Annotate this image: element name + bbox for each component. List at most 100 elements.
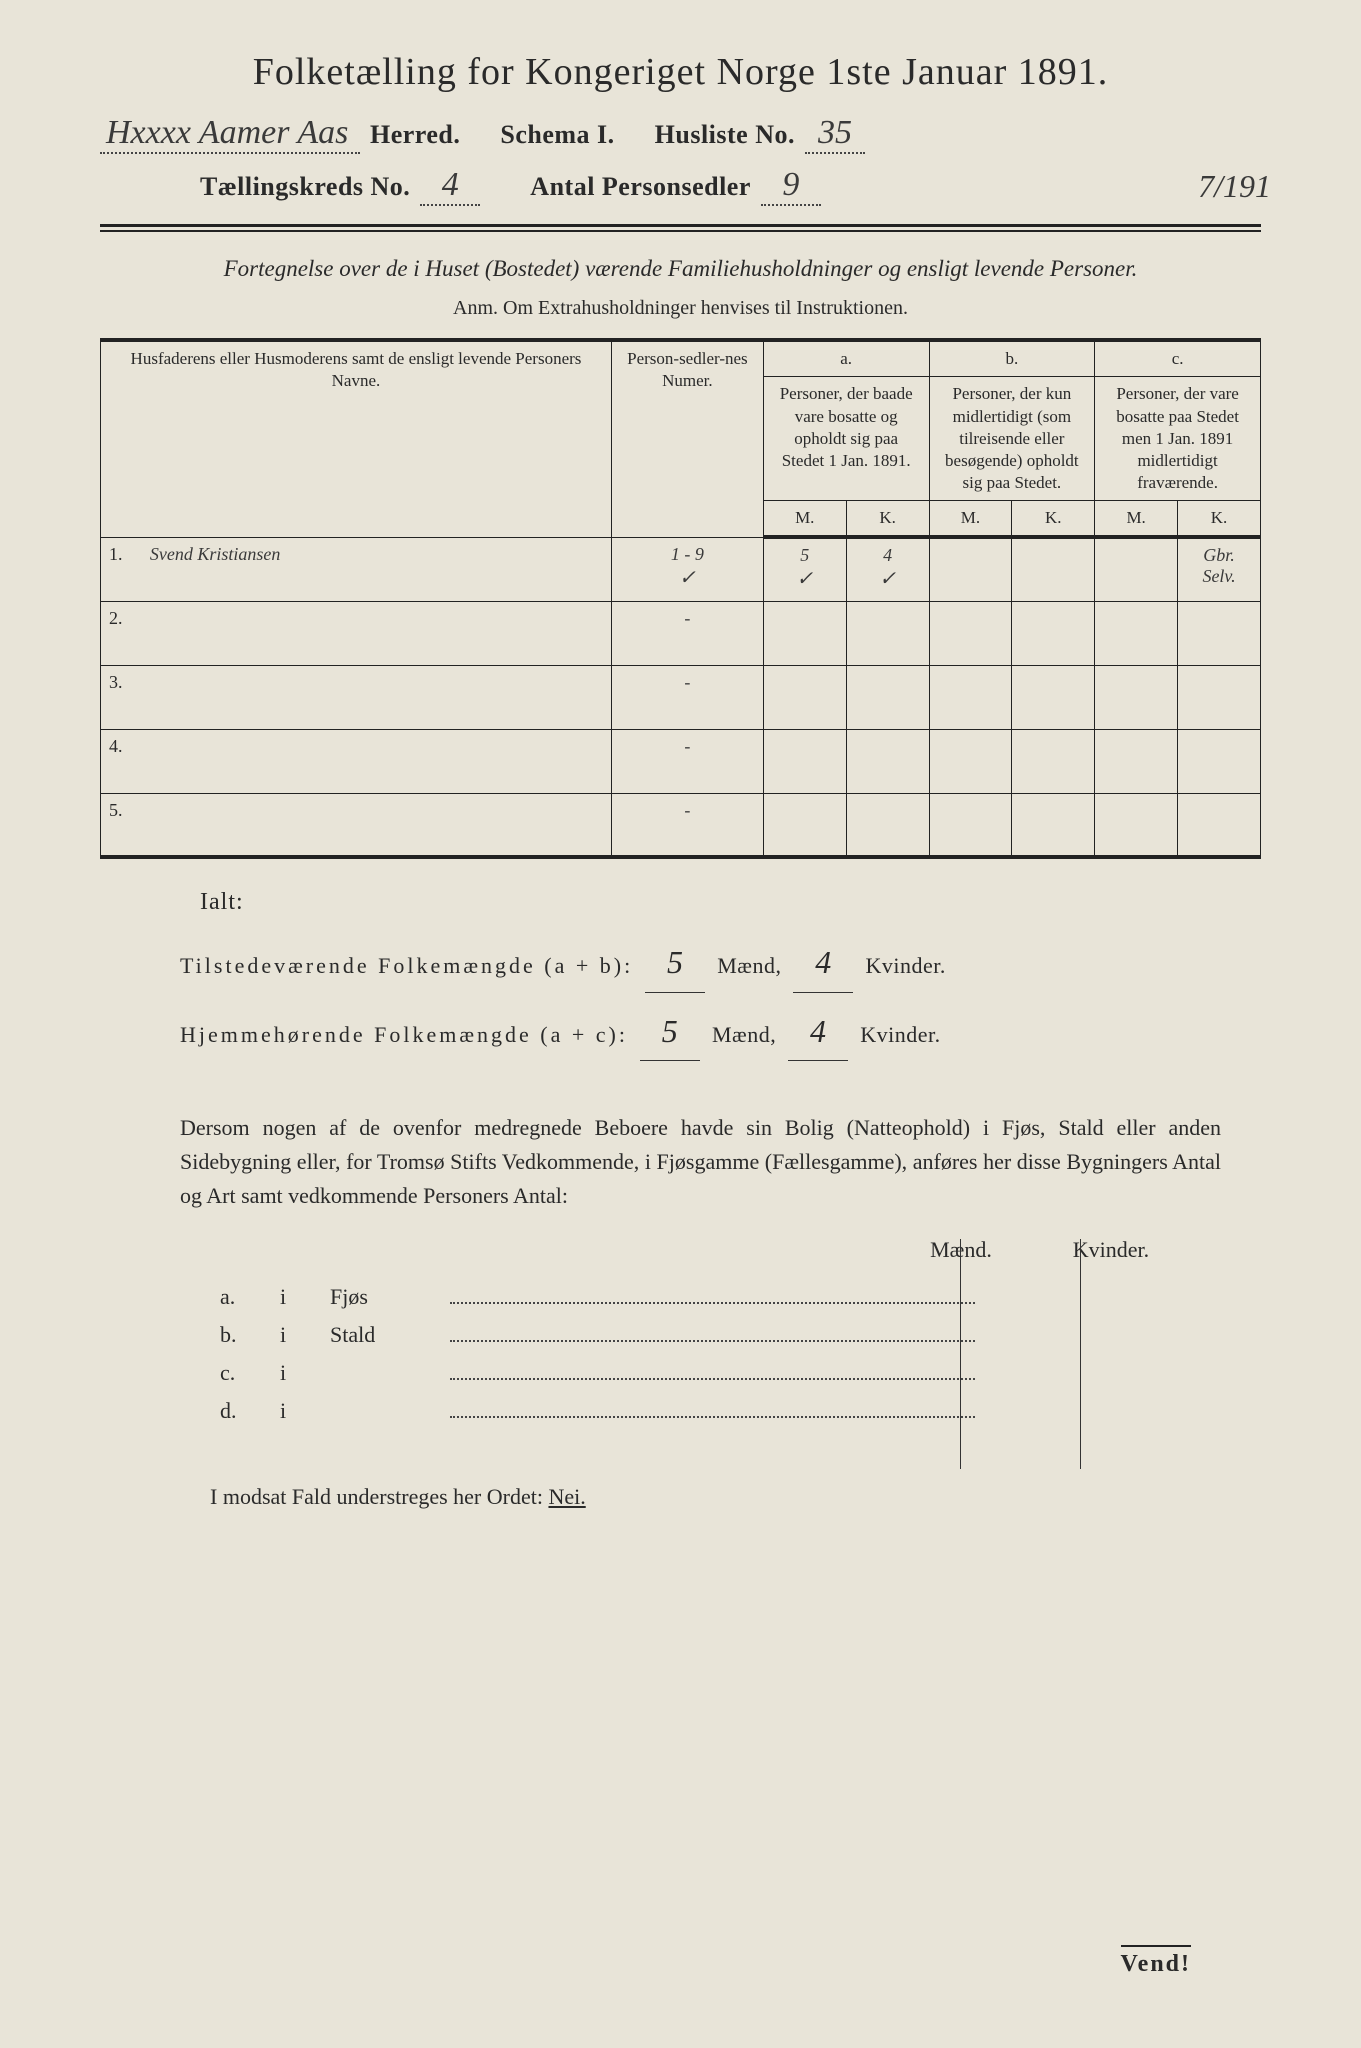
col-c-desc: Personer, der vare bosatte paa Stedet me…: [1095, 377, 1261, 500]
schema-label: Schema I.: [500, 120, 614, 150]
row-num: 2.: [101, 601, 142, 665]
intro-text: Fortegnelse over de i Huset (Bostedet) v…: [160, 252, 1201, 285]
totals1-k: 4: [793, 934, 853, 993]
col-b-k: K.: [1012, 500, 1095, 537]
row-num: 3.: [101, 665, 142, 729]
herred-handwritten: Hxxxx Aamer Aas: [100, 114, 360, 154]
dersom-paragraph: Dersom nogen af de ovenfor medregnede Be…: [180, 1111, 1221, 1213]
sublist-i: i: [280, 1284, 330, 1310]
totals-kvinder: Kvinder.: [865, 953, 945, 978]
sublist-row: c.i: [220, 1356, 1221, 1386]
row-b-k: [1012, 537, 1095, 601]
row-c-m: [1095, 601, 1178, 665]
col-b-m: M.: [929, 500, 1012, 537]
sublist-label: d.: [220, 1398, 280, 1424]
sublist-dots: [450, 1394, 975, 1418]
row-num: 5.: [101, 793, 142, 857]
totals-kvinder-2: Kvinder.: [860, 1022, 940, 1047]
census-table: Husfaderens eller Husmoderens samt de en…: [100, 338, 1261, 859]
col-pers-head: Person-sedler-nes Numer.: [611, 340, 763, 537]
totals-line-2: Hjemmehørende Folkemængde (a + c): 5 Mæn…: [180, 1003, 1221, 1062]
table-row: 4.-: [101, 729, 1261, 793]
col-c-m: M.: [1095, 500, 1178, 537]
sublist-dots: [450, 1279, 975, 1303]
row-b-m: [929, 793, 1012, 857]
col-b-desc: Personer, der kun midlertidigt (som tilr…: [929, 377, 1095, 500]
row-c-m: [1095, 793, 1178, 857]
row-name: [142, 601, 612, 665]
col-a-k: K.: [846, 500, 929, 537]
vline-1: [960, 1239, 961, 1469]
row-name: [142, 729, 612, 793]
sublist-label: c.: [220, 1360, 280, 1386]
sublist-label: b.: [220, 1322, 280, 1348]
husliste-no: 35: [805, 114, 865, 154]
row-c-m: [1095, 665, 1178, 729]
row-pers: -: [611, 793, 763, 857]
divider-rule: [100, 224, 1261, 232]
row-a-k: 4✓: [846, 537, 929, 601]
totals-maend-2: Mænd,: [712, 1022, 776, 1047]
kreds-label: Tællingskreds No.: [200, 172, 410, 202]
kreds-no: 4: [420, 166, 480, 206]
row-b-m: [929, 537, 1012, 601]
totals2-label: Hjemmehørende Folkemængde (a + c):: [180, 1022, 628, 1047]
header-line-1: Hxxxx Aamer Aas Herred. Schema I. Huslis…: [80, 114, 1281, 154]
sublist-i: i: [280, 1322, 330, 1348]
nei-pre: I modsat Fald understreges her Ordet:: [210, 1484, 548, 1509]
row-b-m: [929, 601, 1012, 665]
row-c-m: [1095, 537, 1178, 601]
col-c-k: K.: [1178, 500, 1261, 537]
totals2-m: 5: [640, 1003, 700, 1062]
row-b-m: [929, 729, 1012, 793]
herred-label: Herred.: [370, 120, 460, 150]
sublist-name: Stald: [330, 1322, 450, 1348]
personsedler-no: 9: [761, 166, 821, 206]
mk-head-k: Kvinder.: [1061, 1237, 1161, 1263]
row-c-k: [1178, 729, 1261, 793]
row-c-m: [1095, 729, 1178, 793]
sublist-row: b.iStald: [220, 1318, 1221, 1348]
vend-label: Vend!: [1121, 1945, 1191, 1978]
husliste-label: Husliste No.: [655, 120, 795, 150]
row-a-k: [846, 793, 929, 857]
personsedler-label: Antal Personsedler: [530, 172, 751, 202]
anm-text: Anm. Om Extrahusholdninger henvises til …: [80, 297, 1281, 320]
mk-head-m: Mænd.: [911, 1237, 1011, 1263]
row-c-k: [1178, 793, 1261, 857]
row-c-k: [1178, 665, 1261, 729]
sublist-dots: [450, 1356, 975, 1380]
sublist-row: d.i: [220, 1394, 1221, 1424]
col-a-top: a.: [763, 340, 929, 377]
table-row: 1.Svend Kristiansen1 - 9✓5✓4✓Gbr. Selv.: [101, 537, 1261, 601]
row-pers: -: [611, 601, 763, 665]
totals2-k: 4: [788, 1003, 848, 1062]
totals-maend: Mænd,: [717, 953, 781, 978]
row-a-k: [846, 601, 929, 665]
row-pers: -: [611, 665, 763, 729]
row-num: 1.: [101, 537, 142, 601]
row-b-k: [1012, 729, 1095, 793]
nei-word: Nei.: [548, 1484, 585, 1509]
sublist-row: a.iFjøs: [220, 1279, 1221, 1309]
row-a-m: [763, 729, 846, 793]
row-b-k: [1012, 665, 1095, 729]
row-pers: -: [611, 729, 763, 793]
row-a-m: [763, 793, 846, 857]
table-row: 5. -: [101, 793, 1261, 857]
row-a-m: [763, 665, 846, 729]
col-c-top: c.: [1095, 340, 1261, 377]
totals1-label: Tilstedeværende Folkemængde (a + b):: [180, 953, 633, 978]
sublist-dots: [450, 1318, 975, 1342]
col-b-top: b.: [929, 340, 1095, 377]
vline-2: [1080, 1239, 1081, 1469]
sublist-i: i: [280, 1398, 330, 1424]
ialt-label: Ialt:: [200, 889, 1281, 916]
nei-line: I modsat Fald understreges her Ordet: Ne…: [210, 1484, 1281, 1510]
row-name: [142, 665, 612, 729]
totals1-m: 5: [645, 934, 705, 993]
mk-head: Mænd. Kvinder.: [80, 1237, 1161, 1263]
sublist: a.iFjøsb.iStaldc.id.i: [220, 1279, 1221, 1424]
col-a-desc: Personer, der baade vare bosatte og opho…: [763, 377, 929, 500]
row-c-k: Gbr. Selv.: [1178, 537, 1261, 601]
